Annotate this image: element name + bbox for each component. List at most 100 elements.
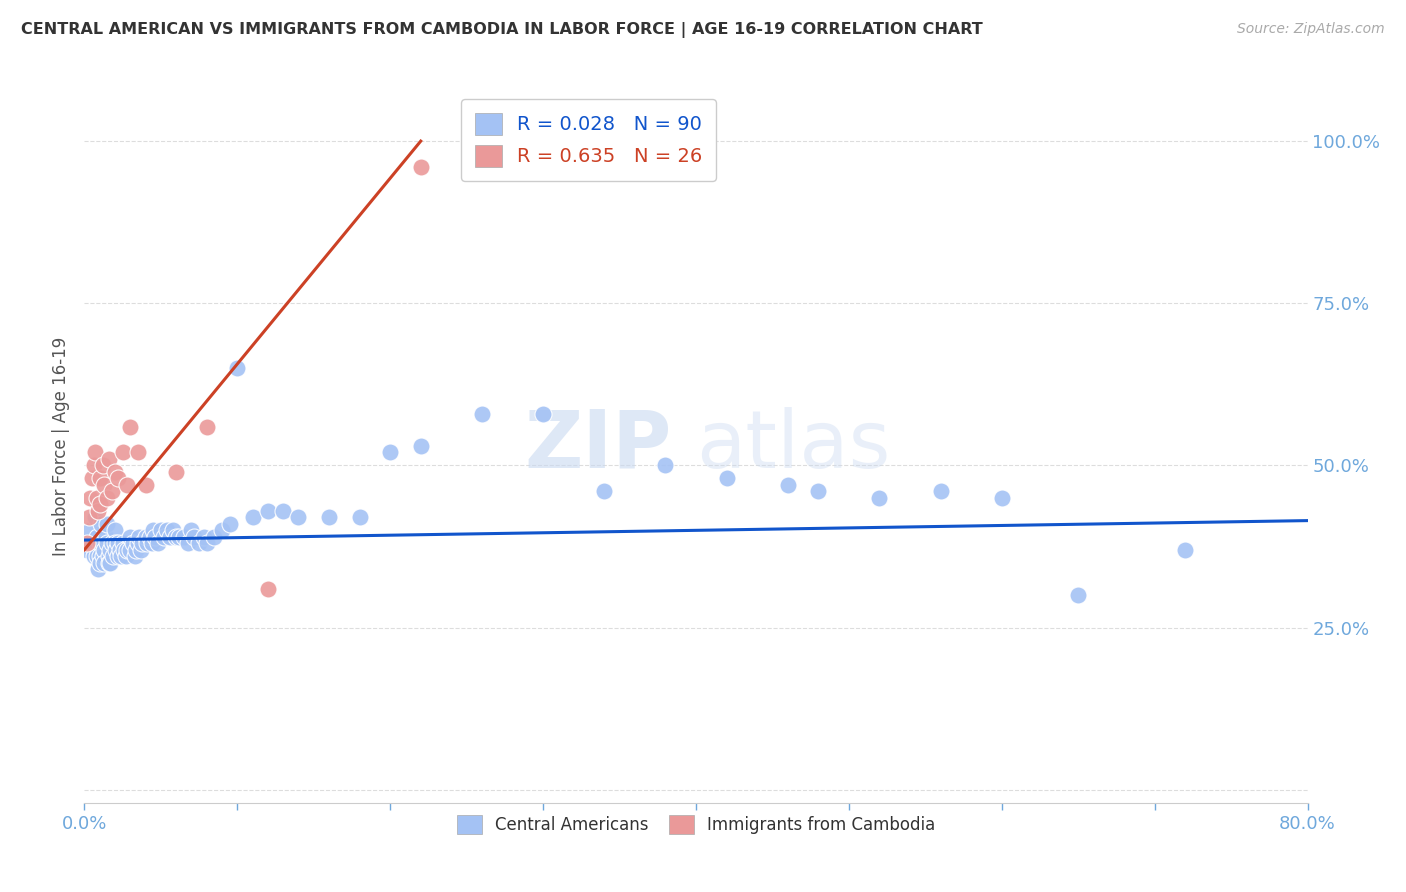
Point bbox=[97, 549, 120, 564]
Point bbox=[127, 445, 149, 459]
Point bbox=[101, 484, 124, 499]
Point bbox=[104, 536, 127, 550]
Point bbox=[105, 542, 128, 557]
Point bbox=[195, 536, 218, 550]
Point bbox=[86, 530, 108, 544]
Point bbox=[195, 419, 218, 434]
Point bbox=[257, 504, 280, 518]
Point bbox=[202, 530, 225, 544]
Point bbox=[349, 510, 371, 524]
Point bbox=[110, 549, 132, 564]
Point bbox=[93, 542, 115, 557]
Point bbox=[226, 361, 249, 376]
Point bbox=[807, 484, 830, 499]
Point bbox=[80, 536, 103, 550]
Point bbox=[654, 458, 676, 473]
Text: ZIP: ZIP bbox=[524, 407, 672, 485]
Point bbox=[96, 491, 118, 505]
Point bbox=[136, 536, 159, 550]
Point bbox=[77, 510, 100, 524]
Point bbox=[257, 582, 280, 596]
Point bbox=[129, 542, 152, 557]
Point bbox=[86, 491, 108, 505]
Text: atlas: atlas bbox=[696, 407, 890, 485]
Point bbox=[127, 536, 149, 550]
Point bbox=[98, 556, 121, 570]
Point bbox=[167, 530, 190, 544]
Point bbox=[1067, 588, 1090, 602]
Point bbox=[79, 524, 101, 538]
Point bbox=[271, 504, 294, 518]
Point bbox=[139, 530, 162, 544]
Point bbox=[211, 524, 233, 538]
Point bbox=[91, 458, 114, 473]
Point bbox=[124, 549, 146, 564]
Point bbox=[87, 562, 110, 576]
Point bbox=[97, 452, 120, 467]
Text: CENTRAL AMERICAN VS IMMIGRANTS FROM CAMBODIA IN LABOR FORCE | AGE 16-19 CORRELAT: CENTRAL AMERICAN VS IMMIGRANTS FROM CAMB… bbox=[21, 22, 983, 38]
Point bbox=[193, 530, 215, 544]
Point bbox=[380, 445, 402, 459]
Point bbox=[101, 536, 124, 550]
Point bbox=[869, 491, 891, 505]
Point bbox=[218, 516, 240, 531]
Point bbox=[120, 542, 142, 557]
Point bbox=[111, 445, 134, 459]
Point bbox=[108, 542, 131, 557]
Point bbox=[89, 549, 111, 564]
Point bbox=[141, 536, 163, 550]
Point bbox=[87, 504, 110, 518]
Point bbox=[531, 407, 554, 421]
Point bbox=[135, 530, 157, 544]
Point bbox=[120, 419, 142, 434]
Point bbox=[89, 556, 111, 570]
Point bbox=[1174, 542, 1197, 557]
Point bbox=[104, 524, 127, 538]
Point bbox=[287, 510, 309, 524]
Point bbox=[991, 491, 1014, 505]
Point bbox=[80, 471, 103, 485]
Point bbox=[89, 536, 111, 550]
Point bbox=[90, 516, 112, 531]
Y-axis label: In Labor Force | Age 16-19: In Labor Force | Age 16-19 bbox=[52, 336, 70, 556]
Point bbox=[120, 530, 142, 544]
Point bbox=[84, 510, 107, 524]
Point bbox=[97, 556, 120, 570]
Point bbox=[318, 510, 340, 524]
Point bbox=[177, 536, 200, 550]
Text: Source: ZipAtlas.com: Source: ZipAtlas.com bbox=[1237, 22, 1385, 37]
Point bbox=[153, 530, 176, 544]
Point bbox=[409, 160, 432, 174]
Point bbox=[89, 497, 111, 511]
Point bbox=[156, 524, 179, 538]
Point bbox=[107, 471, 129, 485]
Point bbox=[83, 549, 105, 564]
Point bbox=[159, 530, 181, 544]
Point bbox=[89, 471, 111, 485]
Point bbox=[107, 536, 129, 550]
Point bbox=[135, 478, 157, 492]
Point bbox=[471, 407, 494, 421]
Point bbox=[79, 491, 101, 505]
Point bbox=[115, 542, 138, 557]
Point bbox=[112, 542, 135, 557]
Point bbox=[143, 530, 166, 544]
Point bbox=[165, 465, 187, 479]
Point bbox=[409, 439, 432, 453]
Point bbox=[94, 530, 117, 544]
Point bbox=[188, 536, 211, 550]
Point bbox=[93, 556, 115, 570]
Point bbox=[91, 549, 114, 564]
Point bbox=[183, 530, 205, 544]
Point bbox=[146, 536, 169, 550]
Point bbox=[929, 484, 952, 499]
Point bbox=[76, 542, 98, 557]
Point bbox=[86, 549, 108, 564]
Point bbox=[84, 445, 107, 459]
Point bbox=[96, 536, 118, 550]
Point bbox=[98, 542, 121, 557]
Point bbox=[115, 478, 138, 492]
Point bbox=[180, 524, 202, 538]
Point bbox=[76, 536, 98, 550]
Point bbox=[149, 524, 172, 538]
